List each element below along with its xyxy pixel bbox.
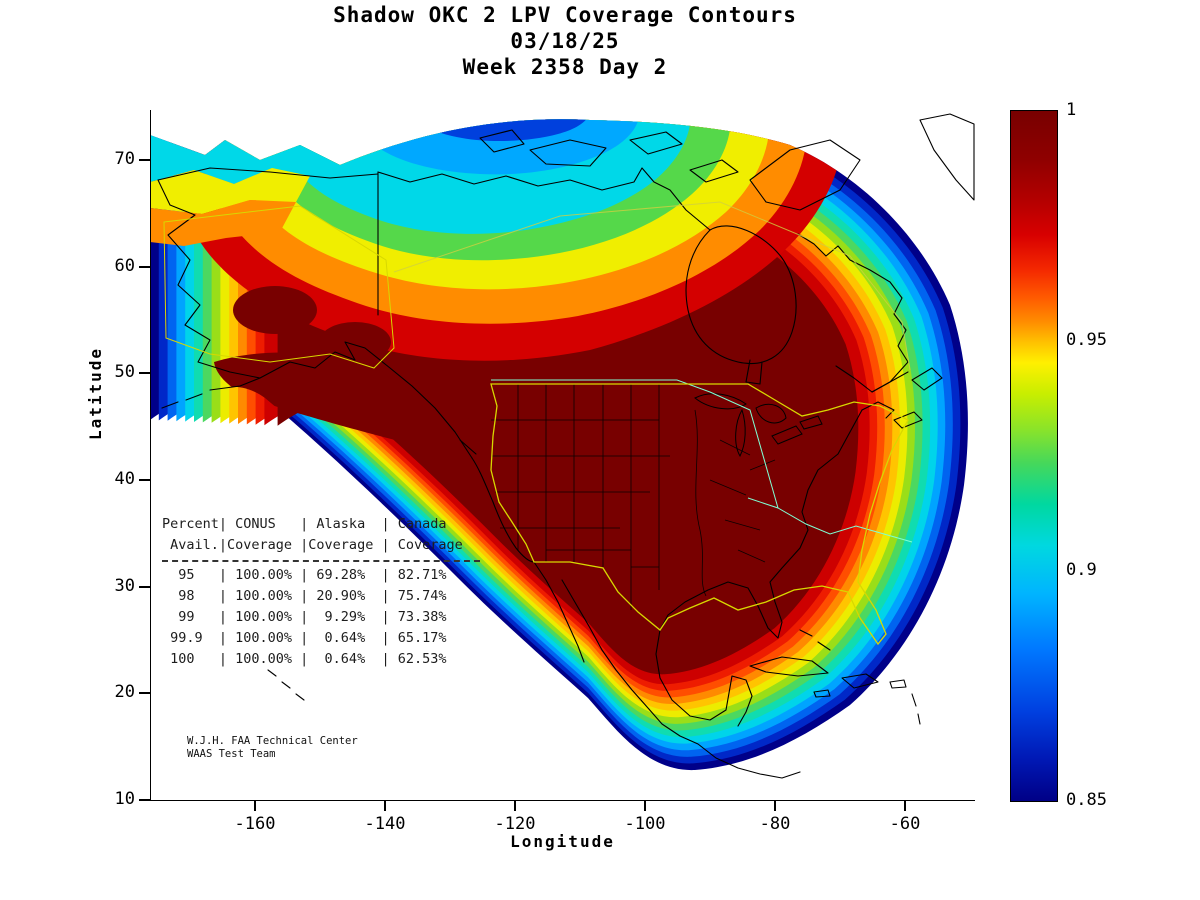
x-tick-mark bbox=[774, 800, 776, 811]
y-tick-mark bbox=[139, 692, 150, 694]
colorbar-label-1: 1 bbox=[1066, 100, 1077, 120]
contour-map bbox=[150, 113, 975, 779]
table-separator bbox=[162, 560, 480, 562]
figure-date: 03/18/25 bbox=[510, 29, 620, 53]
x-axis-title: Longitude bbox=[510, 832, 615, 851]
colorbar-label-085: 0.85 bbox=[1066, 790, 1107, 810]
x-tick-mark bbox=[904, 800, 906, 811]
great-lakes bbox=[694, 393, 823, 458]
x-tick-label-60: -60 bbox=[889, 814, 921, 834]
x-tick-label-100: -100 bbox=[624, 814, 666, 834]
figure-week-day: Week 2358 Day 2 bbox=[462, 55, 668, 79]
coverage-table: Percent| CONUS | Alaska | Canada Avail.|… bbox=[162, 514, 480, 670]
y-tick-label-50: 50 bbox=[114, 362, 135, 382]
greenland-coast bbox=[919, 113, 975, 201]
x-tick-label-160: -160 bbox=[234, 814, 276, 834]
table-row: 95 | 100.00% | 69.28% | 82.71% bbox=[162, 567, 447, 583]
credit-line-1: W.J.H. FAA Technical Center bbox=[187, 735, 358, 747]
colorbar-label-095: 0.95 bbox=[1066, 330, 1107, 350]
alaska-dark-spots bbox=[214, 286, 496, 454]
y-tick-mark bbox=[139, 266, 150, 268]
x-tick-label-140: -140 bbox=[364, 814, 406, 834]
coastlines bbox=[157, 167, 943, 779]
y-tick-mark bbox=[139, 586, 150, 588]
table-header-2: Avail.|Coverage |Coverage | Coverage bbox=[162, 537, 463, 553]
arctic-islands bbox=[479, 113, 975, 211]
y-tick-label-70: 70 bbox=[114, 149, 135, 169]
table-row: 98 | 100.00% | 20.90% | 75.74% bbox=[162, 588, 447, 604]
y-tick-label-10: 10 bbox=[114, 789, 135, 809]
credit-line-2: WAAS Test Team bbox=[187, 748, 276, 760]
service-boundaries bbox=[163, 201, 913, 646]
x-tick-mark bbox=[384, 800, 386, 811]
credit-block: W.J.H. FAA Technical Center WAAS Test Te… bbox=[187, 735, 358, 761]
colorbar bbox=[1010, 110, 1058, 802]
table-header-1: Percent| CONUS | Alaska | Canada bbox=[162, 516, 447, 532]
state-borders bbox=[491, 383, 776, 610]
hawaii-islands bbox=[267, 669, 305, 701]
y-tick-label-40: 40 bbox=[114, 469, 135, 489]
colorbar-label-09: 0.9 bbox=[1066, 560, 1097, 580]
table-row: 99.9 | 100.00% | 0.64% | 65.17% bbox=[162, 630, 447, 646]
x-tick-label-80: -80 bbox=[759, 814, 791, 834]
conus-cyan-outline bbox=[491, 379, 913, 543]
x-tick-label-120: -120 bbox=[494, 814, 536, 834]
y-tick-mark bbox=[139, 479, 150, 481]
x-tick-mark bbox=[254, 800, 256, 811]
x-tick-mark bbox=[644, 800, 646, 811]
y-axis-title: Latitude bbox=[86, 346, 105, 440]
table-row: 100 | 100.00% | 0.64% | 62.53% bbox=[162, 651, 447, 667]
y-tick-mark bbox=[139, 159, 150, 161]
y-tick-label-30: 30 bbox=[114, 576, 135, 596]
x-tick-mark bbox=[514, 800, 516, 811]
conus-yellow-outline bbox=[490, 383, 909, 646]
y-axis-line bbox=[150, 110, 151, 800]
alaska-yellow-outline bbox=[163, 205, 395, 369]
y-tick-mark bbox=[139, 372, 150, 374]
figure-title: Shadow OKC 2 LPV Coverage Contours bbox=[333, 3, 797, 27]
y-tick-mark bbox=[139, 799, 150, 801]
canada-yellow-outline bbox=[393, 201, 911, 371]
x-axis-line bbox=[150, 800, 975, 801]
table-row: 99 | 100.00% | 9.29% | 73.38% bbox=[162, 609, 447, 625]
y-tick-label-60: 60 bbox=[114, 256, 135, 276]
y-tick-label-20: 20 bbox=[114, 682, 135, 702]
